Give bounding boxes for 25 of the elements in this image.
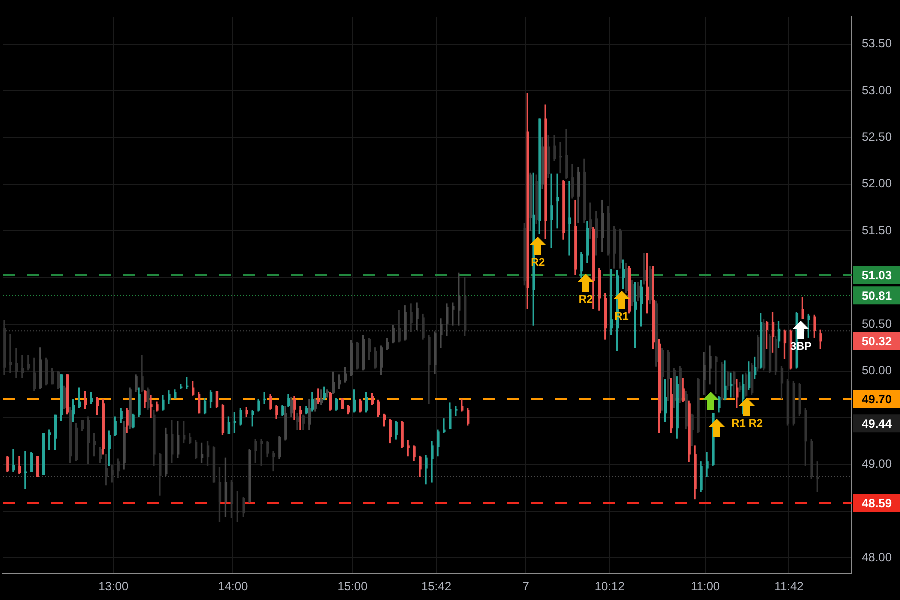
y-tick-label: 50.00 [862,364,892,378]
x-tick-label: 15:00 [338,580,368,594]
y-tick-label: 50.50 [862,316,892,331]
ref-line-label: 50.81 [862,288,892,303]
x-tick-label: 7 [522,580,530,594]
y-tick-label: 52.00 [862,176,892,191]
x-tick-label: 13:00 [98,580,129,594]
y-tick-label: 51.50 [862,223,892,238]
y-tick-label: 53.50 [862,36,892,51]
x-tick-label: 15:42 [421,580,452,594]
text: 49.44 [862,416,892,431]
annotation: R1 R2 [732,418,763,430]
x-tick-label: 10:12 [594,580,626,594]
y-tick-label: 53.00 [862,83,892,98]
ref-line-label: 51.03 [862,268,892,282]
y-tick-label: 48.00 [862,550,892,564]
ref-line-label: 48.59 [862,496,892,510]
y-tick-label: 49.00 [862,457,892,472]
ref-line-label: 49.70 [862,392,892,407]
annotation: R2 [578,294,593,306]
x-tick-label: 11:42 [774,580,804,594]
x-tick-label: 14:00 [218,580,249,594]
y-tick-label: 52.50 [862,130,892,144]
text: 50.32 [862,334,892,349]
x-tick-label: 11:00 [690,580,720,594]
